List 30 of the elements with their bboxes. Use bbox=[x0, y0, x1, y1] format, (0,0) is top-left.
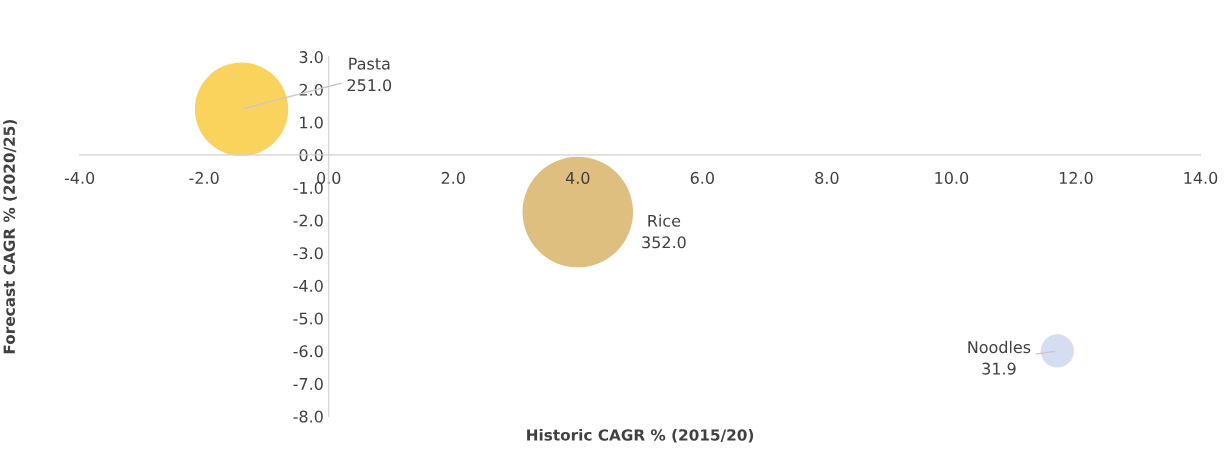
y-tick-label: 0.0 bbox=[299, 149, 323, 162]
y-tick-label: -1.0 bbox=[293, 181, 323, 194]
x-tick-label: 8.0 bbox=[815, 171, 839, 184]
y-tick-label: -7.0 bbox=[293, 377, 323, 390]
x-tick-label: 0.0 bbox=[317, 171, 341, 184]
y-tick-label: -6.0 bbox=[293, 345, 323, 358]
x-tick-label: 2.0 bbox=[441, 171, 465, 184]
y-tick-label: 3.0 bbox=[299, 51, 323, 64]
x-tick-label: 12.0 bbox=[1059, 171, 1093, 184]
series-label: Rice bbox=[648, 214, 681, 227]
data-label: 31.9 bbox=[982, 362, 1016, 375]
y-tick-label: -3.0 bbox=[293, 247, 323, 260]
data-label: 251.0 bbox=[347, 79, 392, 92]
y-tick-label: 2.0 bbox=[299, 83, 323, 96]
y-tick-label: -8.0 bbox=[293, 410, 323, 423]
x-tick-label: 14.0 bbox=[1184, 171, 1218, 184]
x-tick-label: 10.0 bbox=[935, 171, 969, 184]
y-tick-label: -5.0 bbox=[293, 312, 323, 325]
series-label: Noodles bbox=[968, 340, 1031, 354]
text: Pasta bbox=[349, 57, 390, 70]
y-axis-title: Forecast CAGR % (2020/25) bbox=[3, 119, 17, 354]
y-tick-label: -2.0 bbox=[293, 214, 323, 227]
x-tick-label: -2.0 bbox=[189, 171, 219, 184]
y-tick-label: 1.0 bbox=[300, 116, 323, 129]
y-tick-label: -4.0 bbox=[293, 279, 323, 292]
x-tick-label: 4.0 bbox=[565, 171, 590, 184]
x-tick-label: -4.0 bbox=[64, 171, 95, 184]
data-label: 352.0 bbox=[642, 236, 686, 249]
x-axis-title: Historic CAGR % (2015/20) bbox=[527, 428, 754, 443]
x-tick-label: 6.0 bbox=[690, 171, 714, 184]
